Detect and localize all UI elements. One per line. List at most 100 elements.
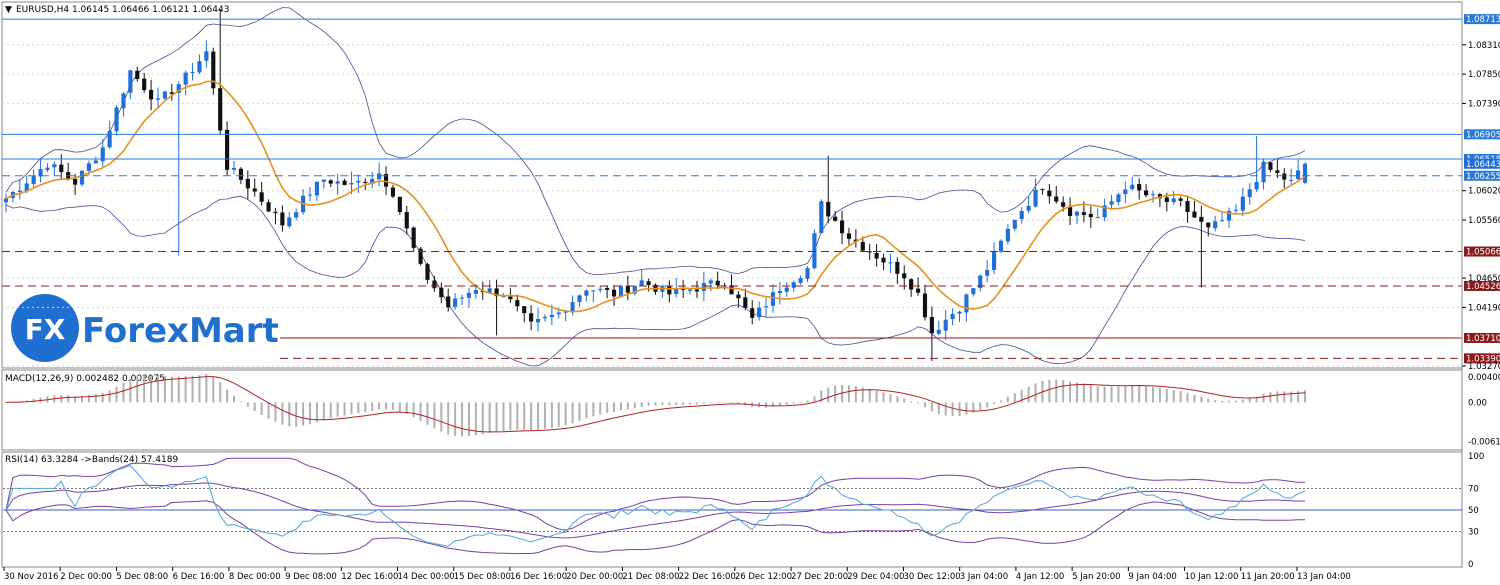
candle[interactable] [121,92,126,117]
candle[interactable] [1254,135,1259,193]
candle[interactable] [978,274,983,292]
candle[interactable] [1226,207,1232,228]
candle[interactable] [169,84,174,101]
candle[interactable] [204,40,209,68]
candle[interactable] [349,171,354,195]
candle[interactable] [1296,159,1301,181]
candle[interactable] [542,314,548,322]
candle[interactable] [998,239,1004,254]
candle[interactable] [867,244,872,260]
candle[interactable] [833,210,838,222]
candle[interactable] [459,294,465,306]
candle[interactable] [231,160,237,175]
candle[interactable] [446,288,451,312]
candle[interactable] [176,81,181,256]
candle[interactable] [743,288,748,311]
candle[interactable] [798,275,803,285]
candle[interactable] [1282,168,1287,188]
candle[interactable] [605,285,610,299]
candle[interactable] [1302,162,1308,185]
candle[interactable] [294,208,299,221]
candle[interactable] [307,187,313,202]
candle[interactable] [211,47,216,95]
candle[interactable] [694,280,700,299]
candle[interactable] [266,199,271,213]
candle[interactable] [936,320,941,336]
candle[interactable] [1289,168,1294,186]
candle[interactable] [1026,195,1031,214]
candle[interactable] [922,284,928,321]
candle[interactable] [59,154,64,179]
candle[interactable] [757,301,762,321]
candle[interactable] [342,178,347,186]
candle[interactable] [1185,195,1190,223]
candle[interactable] [750,300,755,325]
candle[interactable] [1033,178,1038,208]
candle[interactable] [522,305,527,323]
candle[interactable] [701,271,706,302]
candle[interactable] [819,199,824,234]
candle[interactable] [411,226,416,252]
candle[interactable] [1268,162,1273,173]
candle[interactable] [985,259,990,283]
candle[interactable] [1054,185,1059,204]
macd-pane[interactable] [1,369,1463,451]
candle[interactable] [383,166,389,195]
candle[interactable] [839,210,845,245]
candle[interactable] [826,155,831,224]
candle[interactable] [1095,208,1100,219]
candle[interactable] [639,268,644,287]
candle[interactable] [1047,183,1052,204]
candle[interactable] [515,294,520,312]
candle[interactable] [79,169,85,187]
candle[interactable] [280,205,285,232]
candle[interactable] [439,282,444,304]
candle[interactable] [888,253,893,273]
candle[interactable] [1109,194,1114,209]
candle[interactable] [218,9,223,135]
candle[interactable] [929,306,934,361]
candle[interactable] [149,79,154,111]
candle[interactable] [190,62,195,81]
candle[interactable] [591,290,596,303]
candle[interactable] [1040,188,1045,195]
candle[interactable] [784,282,789,297]
candle[interactable] [183,70,188,96]
candle[interactable] [356,174,361,193]
candle[interactable] [197,54,202,74]
candle[interactable] [425,262,430,284]
candle[interactable] [1233,204,1238,215]
candle[interactable] [1199,205,1204,288]
candle[interactable] [1240,187,1245,217]
candle[interactable] [1275,159,1280,179]
candle[interactable] [273,207,278,225]
candle[interactable] [1068,197,1073,226]
candle[interactable] [245,170,250,199]
candle[interactable] [667,280,672,303]
candle[interactable] [100,138,105,167]
candle[interactable] [991,242,997,275]
candle[interactable] [487,279,492,294]
candle[interactable] [529,305,534,331]
candle[interactable] [950,308,955,326]
candle[interactable] [846,227,852,247]
candle[interactable] [453,293,458,310]
candle[interactable] [674,277,679,298]
candle[interactable] [1088,206,1093,228]
candle[interactable] [45,163,50,173]
candle[interactable] [114,104,119,136]
candle[interactable] [1123,181,1128,203]
candle[interactable] [377,162,382,187]
candle[interactable] [259,182,264,206]
candle[interactable] [52,161,57,176]
candle[interactable] [3,193,9,213]
candle[interactable] [404,205,409,235]
candle[interactable] [335,173,340,195]
candle[interactable] [1247,183,1252,205]
candle[interactable] [625,275,630,301]
candle[interactable] [708,278,713,292]
candle[interactable] [1178,196,1183,207]
candle[interactable] [252,178,257,197]
candle[interactable] [577,294,582,308]
